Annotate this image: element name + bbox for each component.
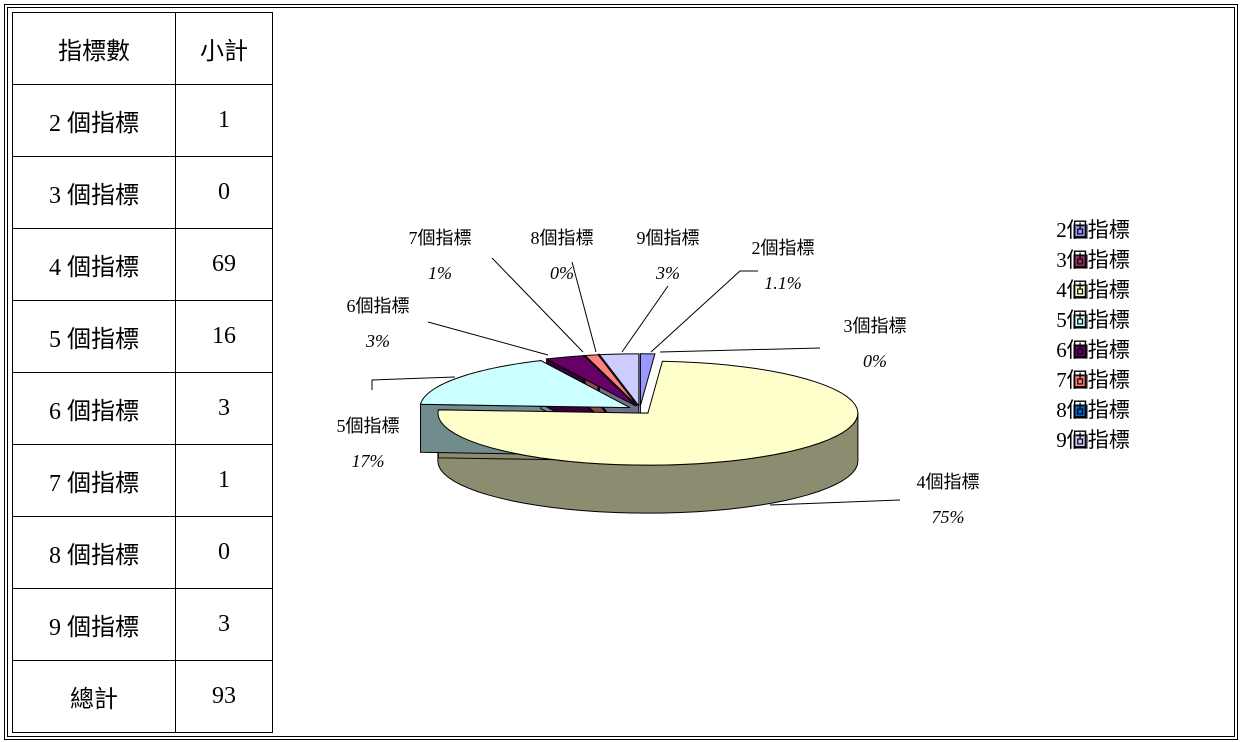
table-cell: 93 [175,660,273,733]
table-cell: 9 個指標 [12,588,176,661]
legend-swatch [1073,254,1088,269]
slice [584,354,638,407]
legend-label: 5個指標 [1056,308,1130,332]
table-cell: 3 [175,588,273,661]
table-cell: 8 個指標 [12,516,176,589]
slice-label: 2個指標 [752,238,815,258]
slice-label: 7個指標 [409,228,472,248]
table-row: 9 個指標 3 [12,588,273,661]
table-row: 指標數 小計 [12,12,273,85]
slice [437,360,859,466]
legend-label: 8個指標 [1056,398,1130,422]
legend-swatch [1073,224,1088,239]
table-cell: 5 個指標 [12,300,176,373]
legend-label: 9個指標 [1056,428,1130,452]
slice-value-label: 1.1% [764,273,802,293]
legend-swatch [1073,434,1088,449]
slice [544,355,637,407]
table-row: 7 個指標 1 [12,444,273,517]
table-cell: 0 [175,516,273,589]
slice-value-label: 3% [365,331,390,351]
slice-value-label: 17% [352,451,385,471]
table-row: 總計 93 [12,660,273,733]
table-cell: 1 [175,444,273,517]
slice-label: 5個指標 [337,416,400,436]
leader-line [650,270,758,353]
leader-line [491,257,584,353]
slice-value-label: 0% [550,263,574,283]
legend-swatch [1073,314,1088,329]
slice [639,353,656,406]
table-cell: 3 [175,372,273,445]
leader-line [571,261,597,353]
slice-value-label: 1% [428,263,452,283]
slice [419,360,631,409]
table-cell: 7 個指標 [12,444,176,517]
leader-line [371,376,456,390]
slice-label: 9個指標 [637,228,700,248]
legend-swatch [1073,404,1088,419]
table-row: 4 個指標 69 [12,228,273,301]
table-row: 6 個指標 3 [12,372,273,445]
slice-value-label: 3% [655,263,680,283]
table-cell: 4 個指標 [12,228,176,301]
slice-value-label: 0% [863,351,887,371]
table-cell: 總計 [12,660,176,733]
legend-label: 2個指標 [1056,218,1130,242]
legend-swatch [1073,284,1088,299]
data-table: 指標數 小計 2 個指標 1 3 個指標 0 4 個指標 69 5 個指標 16 6 個指標 3 7 個… [12,12,273,733]
leader-line [769,499,901,506]
table-cell: 0 [175,156,273,229]
leader-line [621,285,669,353]
legend-swatch [1073,374,1088,389]
table-cell: 小計 [175,12,273,85]
slice-label: 3個指標 [844,316,907,336]
table-cell: 6 個指標 [12,372,176,445]
table-row: 2 個指標 1 [12,84,273,157]
table-cell: 69 [175,228,273,301]
legend-label: 6個指標 [1056,338,1130,362]
legend-swatch [1073,344,1088,359]
leader-line [427,321,549,356]
slice-label: 6個指標 [347,296,410,316]
slice-label: 4個指標 [917,472,980,492]
table-cell: 1 [175,84,273,157]
slice [598,353,640,408]
table-row: 8 個指標 0 [12,516,273,589]
table-row: 5 個指標 16 [12,300,273,373]
frame [4,4,1238,740]
table-cell: 16 [175,300,273,373]
legend-label: 4個指標 [1056,278,1130,302]
leader-line [659,347,821,353]
table-cell: 2 個指標 [12,84,176,157]
legend-label: 7個指標 [1056,368,1130,392]
slice-label: 8個指標 [531,228,594,248]
legend-label: 3個指標 [1056,248,1130,272]
slice-value-label: 75% [932,507,965,527]
